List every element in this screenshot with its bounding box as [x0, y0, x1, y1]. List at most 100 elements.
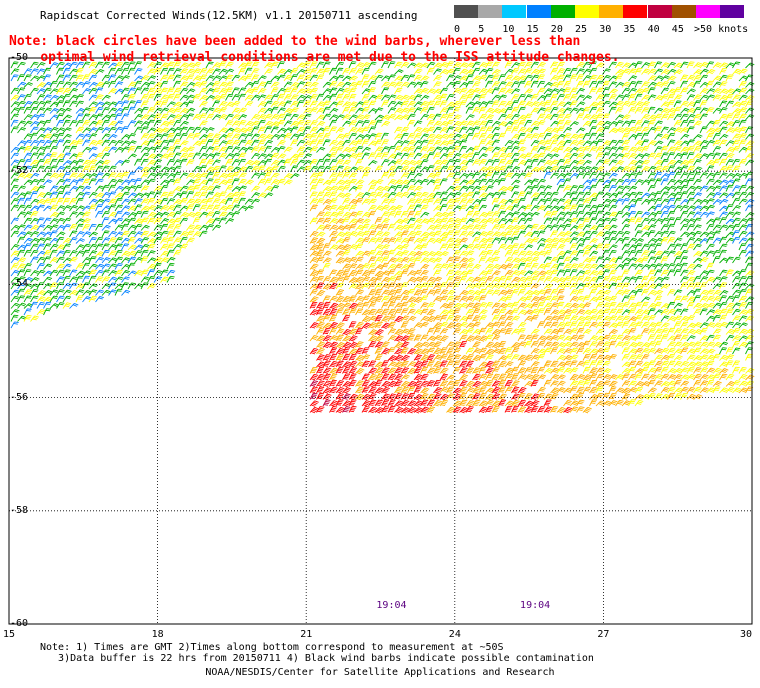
- wind-barb: [615, 74, 623, 82]
- wind-barb: [693, 159, 702, 166]
- wind-barb: [485, 74, 494, 82]
- wind-barb: [264, 100, 273, 108]
- wind-barb: [511, 217, 520, 225]
- wind-barb: [199, 139, 207, 147]
- wind-barb: [420, 94, 430, 101]
- wind-barb: [303, 107, 312, 114]
- wind-barb: [160, 94, 169, 101]
- wind-barb: [426, 67, 435, 75]
- wind-barb: [511, 140, 521, 147]
- wind-barb: [465, 230, 475, 238]
- wind-barb: [498, 100, 507, 108]
- wind-barb: [329, 204, 338, 212]
- wind-barb: [225, 61, 234, 69]
- wind-barb: [660, 81, 670, 88]
- wind-barb: [738, 133, 747, 140]
- wind-barb: [342, 133, 351, 140]
- wind-barb: [160, 87, 169, 95]
- wind-barb: [43, 133, 52, 140]
- wind-barb: [387, 335, 397, 342]
- wind-barb: [511, 328, 521, 335]
- wind-barb: [62, 139, 72, 147]
- wind-barb: [732, 113, 741, 121]
- wind-barb: [511, 67, 520, 75]
- wind-barb: [348, 269, 358, 277]
- wind-barb: [283, 87, 292, 95]
- wind-barb: [667, 93, 675, 101]
- wind-barb: [75, 67, 84, 75]
- wind-barb: [582, 282, 591, 290]
- wind-barb: [517, 172, 527, 179]
- wind-barb: [654, 140, 664, 147]
- wind-barb: [433, 230, 442, 238]
- wind-barb: [374, 237, 384, 244]
- wind-barb: [329, 139, 338, 147]
- wind-barb: [82, 146, 92, 153]
- wind-barb: [686, 139, 695, 147]
- wind-barb: [595, 62, 605, 69]
- wind-barb: [56, 197, 64, 205]
- wind-barb: [543, 153, 553, 160]
- wind-barb: [153, 205, 163, 212]
- wind-barb: [394, 126, 403, 134]
- wind-barb: [10, 126, 19, 134]
- wind-barb: [400, 94, 410, 101]
- wind-barb: [238, 62, 248, 69]
- wind-barb: [368, 308, 377, 316]
- wind-barb: [530, 314, 539, 322]
- wind-barb: [543, 198, 552, 205]
- wind-barb: [413, 172, 423, 179]
- wind-barb: [381, 61, 389, 69]
- wind-barb: [348, 223, 357, 231]
- wind-barb: [10, 87, 20, 95]
- wind-barb: [69, 237, 78, 244]
- wind-barb: [153, 262, 162, 270]
- wind-barb: [420, 133, 429, 140]
- wind-barb: [680, 113, 689, 121]
- wind-barb: [199, 165, 207, 173]
- wind-barb: [556, 126, 565, 134]
- wind-barb: [348, 126, 358, 134]
- wind-barb: [654, 126, 662, 134]
- wind-barb: [270, 152, 280, 160]
- wind-barb: [166, 132, 175, 140]
- wind-barb: [36, 107, 46, 114]
- wind-barb: [426, 327, 435, 335]
- wind-barb: [446, 159, 455, 166]
- wind-barb: [88, 101, 98, 108]
- wind-barb: [368, 100, 377, 108]
- wind-barb: [374, 353, 383, 361]
- wind-barb: [381, 171, 389, 179]
- wind-barb: [166, 178, 176, 186]
- wind-barb: [459, 139, 468, 147]
- wind-barb: [530, 262, 539, 270]
- wind-barb: [127, 198, 137, 205]
- wind-barb: [725, 88, 735, 95]
- wind-barb: [595, 94, 605, 101]
- wind-barb: [680, 367, 689, 374]
- wind-barb: [439, 159, 449, 166]
- wind-barb: [173, 139, 181, 147]
- wind-barb: [381, 120, 391, 127]
- wind-barb: [686, 74, 696, 82]
- legend-label: 15: [526, 24, 539, 35]
- wind-barb: [270, 133, 280, 140]
- wind-barb: [134, 211, 143, 218]
- wind-barb: [160, 166, 170, 173]
- wind-barb: [387, 94, 397, 101]
- wind-barb: [478, 243, 487, 251]
- wind-barb: [420, 308, 429, 316]
- wind-barb: [517, 119, 526, 127]
- wind-barb: [368, 87, 376, 95]
- wind-barb: [582, 61, 592, 69]
- wind-barb: [322, 327, 331, 335]
- longitude-label: 30: [740, 629, 753, 640]
- wind-barb: [576, 360, 585, 368]
- wind-barb: [582, 95, 593, 101]
- wind-barb: [205, 153, 215, 160]
- wind-barb: [465, 250, 475, 257]
- wind-barb: [537, 146, 546, 153]
- wind-barb: [179, 62, 189, 69]
- wind-barb: [205, 159, 215, 166]
- wind-barb: [23, 249, 32, 257]
